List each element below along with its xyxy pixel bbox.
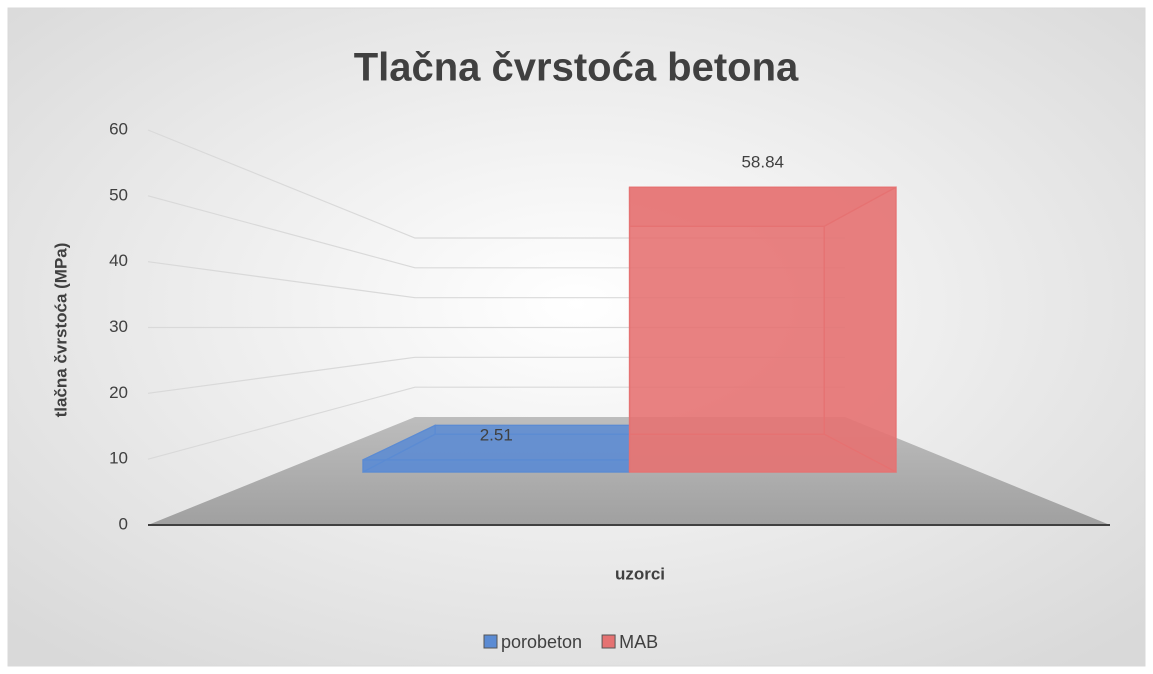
x-axis-label: uzorci (615, 564, 665, 583)
y-tick-label: 40 (109, 251, 128, 270)
y-tick-label: 10 (109, 449, 128, 468)
legend-swatch (601, 634, 616, 649)
y-tick-label: 0 (119, 514, 128, 533)
legend-swatch (483, 634, 498, 649)
chart-title: Tlačna čvrstoća betona (354, 46, 799, 90)
y-axis-label: tlačna čvrstoća (MPa) (51, 243, 70, 418)
y-tick-label: 50 (109, 185, 128, 204)
chart-area (7, 7, 1146, 667)
bar (628, 186, 897, 473)
data-label: 58.84 (741, 153, 784, 172)
y-tick-label: 20 (109, 383, 128, 402)
bar-front (628, 186, 897, 473)
legend-label: porobeton (501, 632, 582, 652)
y-tick-label: 60 (109, 119, 128, 138)
legend-label: MAB (619, 632, 658, 652)
y-tick-label: 30 (109, 317, 128, 336)
bar-front (362, 459, 631, 473)
data-label: 2.51 (480, 425, 513, 444)
